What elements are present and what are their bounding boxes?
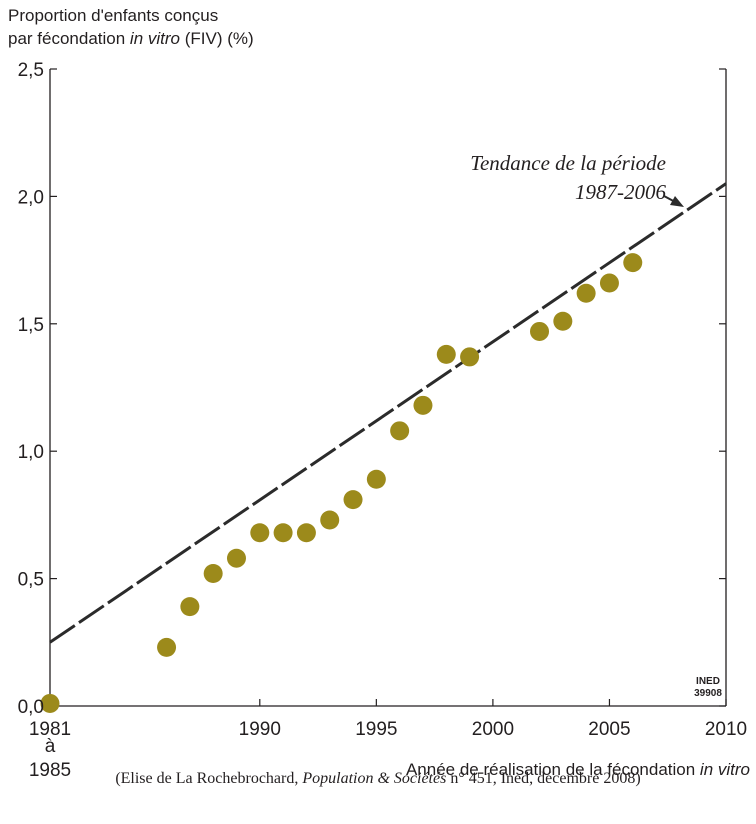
data-point-0 xyxy=(40,693,60,713)
data-point-10 xyxy=(366,469,386,489)
y-tick-label-0: 0,0 xyxy=(18,697,44,718)
trend-line-group xyxy=(49,182,727,644)
ined-stamp-line1: INED xyxy=(696,676,720,687)
x-tick-label-0-extra-2: 1985 xyxy=(29,760,71,781)
source-citation-start: (Elise de La Rochebrochard, xyxy=(115,770,303,787)
data-point-8 xyxy=(320,510,340,530)
y-tick-label-3: 1,5 xyxy=(18,315,44,336)
x-tick-label-1: 1990 xyxy=(239,719,281,740)
data-point-16 xyxy=(553,311,573,331)
trend-label-line2: 1987-2006 xyxy=(575,180,666,204)
y-axis-label-line2: par fécondation in vitro (FIV) (%) xyxy=(8,29,254,49)
x-tick-label-3: 2000 xyxy=(472,719,514,740)
y-tick-label-5: 2,5 xyxy=(18,60,44,81)
y-tick-label-2: 1,0 xyxy=(18,442,44,463)
data-point-2 xyxy=(180,597,200,617)
x-tick-label-2: 1995 xyxy=(355,719,397,740)
data-point-5 xyxy=(250,523,270,543)
data-point-6 xyxy=(273,523,293,543)
data-points xyxy=(40,253,643,713)
data-point-12 xyxy=(413,395,433,415)
x-tick-label-0: 1981 xyxy=(29,719,71,740)
y-tick-label-4: 2,0 xyxy=(18,187,44,208)
data-point-17 xyxy=(576,283,596,303)
data-point-9 xyxy=(343,490,363,510)
trend-label-line1: Tendance de la période xyxy=(470,151,666,175)
y-axis-label-line1: Proportion d'enfants conçus xyxy=(8,6,219,25)
x-tick-label-5: 2010 xyxy=(705,719,747,740)
data-point-3 xyxy=(203,564,223,584)
y-axis-label-line2-italic: in vitro xyxy=(129,29,180,48)
data-point-19 xyxy=(623,253,643,273)
source-citation-end: n° 451, Ined, décembre 2008) xyxy=(446,770,641,787)
source-citation-italic: Population & Sociétés xyxy=(302,770,447,787)
data-point-1 xyxy=(157,637,177,657)
data-point-13 xyxy=(436,344,456,364)
y-tick-label-1: 0,5 xyxy=(18,570,44,591)
source-citation: (Elise de La Rochebrochard, Population &… xyxy=(0,770,756,788)
chart-labels: 0,0 0,5 1,0 1,5 2,0 2,5 1981 1990 1995 2000 2005 20… xyxy=(18,60,750,781)
y-axis-label-line2-end: (FIV) (%) xyxy=(180,29,254,48)
data-point-11 xyxy=(390,421,410,441)
x-axis-label-start: Année de réalisation de la fécondation xyxy=(406,760,700,779)
data-point-15 xyxy=(530,321,550,341)
data-point-4 xyxy=(226,548,246,568)
y-axis-label-line2-start: par fécondation xyxy=(8,29,130,48)
x-axis-label-italic: in vitro xyxy=(700,760,750,779)
data-point-7 xyxy=(296,523,316,543)
trend-arrow-head xyxy=(670,196,684,207)
data-point-14 xyxy=(460,347,480,367)
trend-line xyxy=(49,182,727,644)
chart-axes xyxy=(49,68,727,707)
x-tick-label-4: 2005 xyxy=(588,719,630,740)
x-tick-label-0-extra-1: à xyxy=(45,736,56,757)
x-axis-label: Année de réalisation de la fécondation i… xyxy=(406,760,750,779)
data-point-18 xyxy=(599,273,619,293)
ined-stamp-line2: 39908 xyxy=(694,688,722,699)
